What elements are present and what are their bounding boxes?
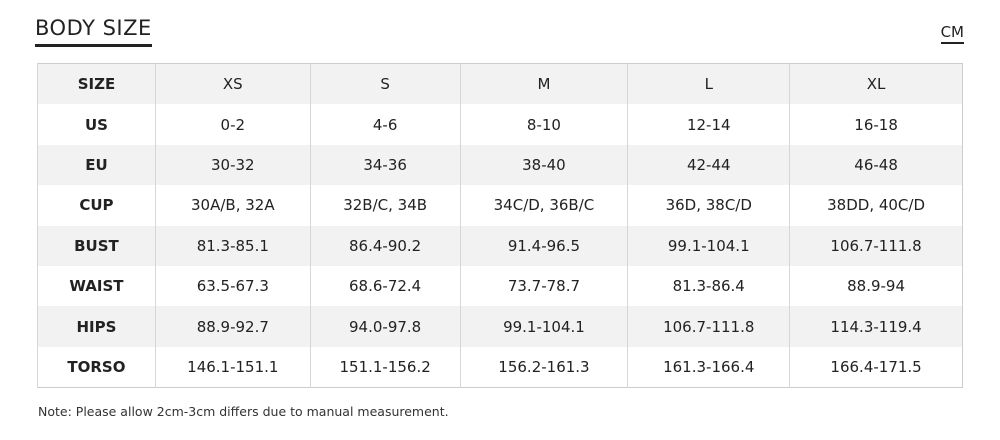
cell: 34-36 xyxy=(309,144,461,186)
cell: 106.7-111.8 xyxy=(627,306,790,347)
cell: 73.7-78.7 xyxy=(459,265,628,307)
title: BODY SIZE xyxy=(35,16,152,47)
cell: 99.1-104.1 xyxy=(627,225,790,266)
cell: 16-18 xyxy=(789,104,963,145)
cell: 12-14 xyxy=(627,104,790,145)
cell: 161.3-166.4 xyxy=(627,346,790,388)
cell: 88.9-92.7 xyxy=(154,306,311,347)
cell: 146.1-151.1 xyxy=(154,346,311,388)
cell: 38DD, 40C/D xyxy=(789,185,963,226)
cell: L xyxy=(627,63,790,105)
cell: 30-32 xyxy=(154,144,311,186)
cell: 86.4-90.2 xyxy=(309,225,461,266)
cell: 36D, 38C/D xyxy=(627,185,790,226)
cell: M xyxy=(459,63,628,105)
row-label: TORSO xyxy=(37,346,156,388)
cell: 42-44 xyxy=(627,144,790,186)
note: Note: Please allow 2cm-3cm differs due t… xyxy=(38,404,449,419)
cell: 30A/B, 32A xyxy=(154,185,311,226)
row-label: HIPS xyxy=(37,306,156,347)
table-row: HIPS 88.9-92.7 94.0-97.8 99.1-104.1 106.7-11… xyxy=(37,306,963,347)
cell: XS xyxy=(154,63,311,105)
table-row: CUP 30A/B, 32A 32B/C, 34B 34C/D, 36B/C 36D, … xyxy=(37,185,963,226)
table-row: WAIST 63.5-67.3 68.6-72.4 73.7-78.7 81.3-86.… xyxy=(37,265,963,307)
cell: 4-6 xyxy=(309,104,461,145)
cell: XL xyxy=(789,63,963,105)
row-label: SIZE xyxy=(37,63,156,105)
row-label: BUST xyxy=(37,225,156,266)
cell: 151.1-156.2 xyxy=(309,346,461,388)
cell: 8-10 xyxy=(459,104,628,145)
cell: 91.4-96.5 xyxy=(459,225,628,266)
cell: 32B/C, 34B xyxy=(309,185,461,226)
cell: 0-2 xyxy=(154,104,311,145)
cell: 94.0-97.8 xyxy=(309,306,461,347)
row-label: EU xyxy=(37,144,156,186)
table-row: TORSO 146.1-151.1 151.1-156.2 156.2-161.3 16… xyxy=(37,346,963,388)
cell: 106.7-111.8 xyxy=(789,225,963,266)
cell: 34C/D, 36B/C xyxy=(459,185,628,226)
size-table: SIZE XS S M L XL US 0-2 4-6 8-10 12-14 16-18 EU 30-32… xyxy=(37,63,963,389)
cell: 99.1-104.1 xyxy=(459,306,628,347)
cell: 156.2-161.3 xyxy=(459,346,628,388)
table-row: BUST 81.3-85.1 86.4-90.2 91.4-96.5 99.1-104.… xyxy=(37,225,963,266)
row-label: US xyxy=(37,104,156,145)
cell: 38-40 xyxy=(459,144,628,186)
unit-toggle[interactable]: CM xyxy=(940,23,964,44)
cell: 63.5-67.3 xyxy=(154,265,311,307)
row-label: CUP xyxy=(37,185,156,226)
cell: 46-48 xyxy=(789,144,963,186)
table-row: SIZE XS S M L XL xyxy=(37,63,963,105)
row-label: WAIST xyxy=(37,265,156,307)
cell: 88.9-94 xyxy=(789,265,963,307)
cell: 81.3-86.4 xyxy=(627,265,790,307)
cell: 114.3-119.4 xyxy=(789,306,963,347)
cell: 81.3-85.1 xyxy=(154,225,311,266)
cell: S xyxy=(309,63,461,105)
cell: 166.4-171.5 xyxy=(789,346,963,388)
table-row: EU 30-32 34-36 38-40 42-44 46-48 xyxy=(37,144,963,186)
table-row: US 0-2 4-6 8-10 12-14 16-18 xyxy=(37,104,963,145)
cell: 68.6-72.4 xyxy=(309,265,461,307)
